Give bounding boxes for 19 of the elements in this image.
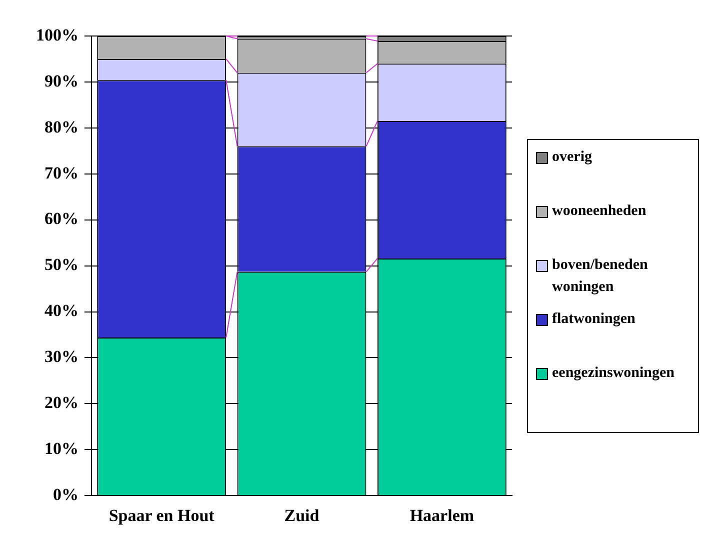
y-tick-label: 100% — [36, 25, 78, 44]
x-tick-label: Haarlem — [410, 506, 474, 526]
y-tick-label: 80% — [44, 117, 78, 136]
legend-label: flatwoningen — [552, 310, 636, 329]
y-tick-label: 20% — [44, 393, 78, 412]
x-tick-label: Spaar en Hout — [108, 506, 215, 526]
y-tick-label: 70% — [44, 163, 78, 182]
y-tick-label: 0% — [53, 484, 78, 504]
legend-label: wooneenheden — [552, 202, 646, 221]
y-tick-label: 60% — [44, 209, 78, 228]
y-tick-label: 90% — [44, 71, 78, 90]
y-tick-label: 10% — [44, 439, 78, 458]
legend-label: boven/beneden woningen — [552, 256, 649, 297]
x-tick-label: Zuid — [284, 506, 320, 526]
y-tick-label: 30% — [44, 347, 78, 366]
legend-label: overig — [552, 148, 592, 167]
text: eengezinswoningen — [552, 364, 675, 383]
y-tick-label: 50% — [44, 255, 78, 274]
y-tick-label: 40% — [44, 301, 78, 320]
